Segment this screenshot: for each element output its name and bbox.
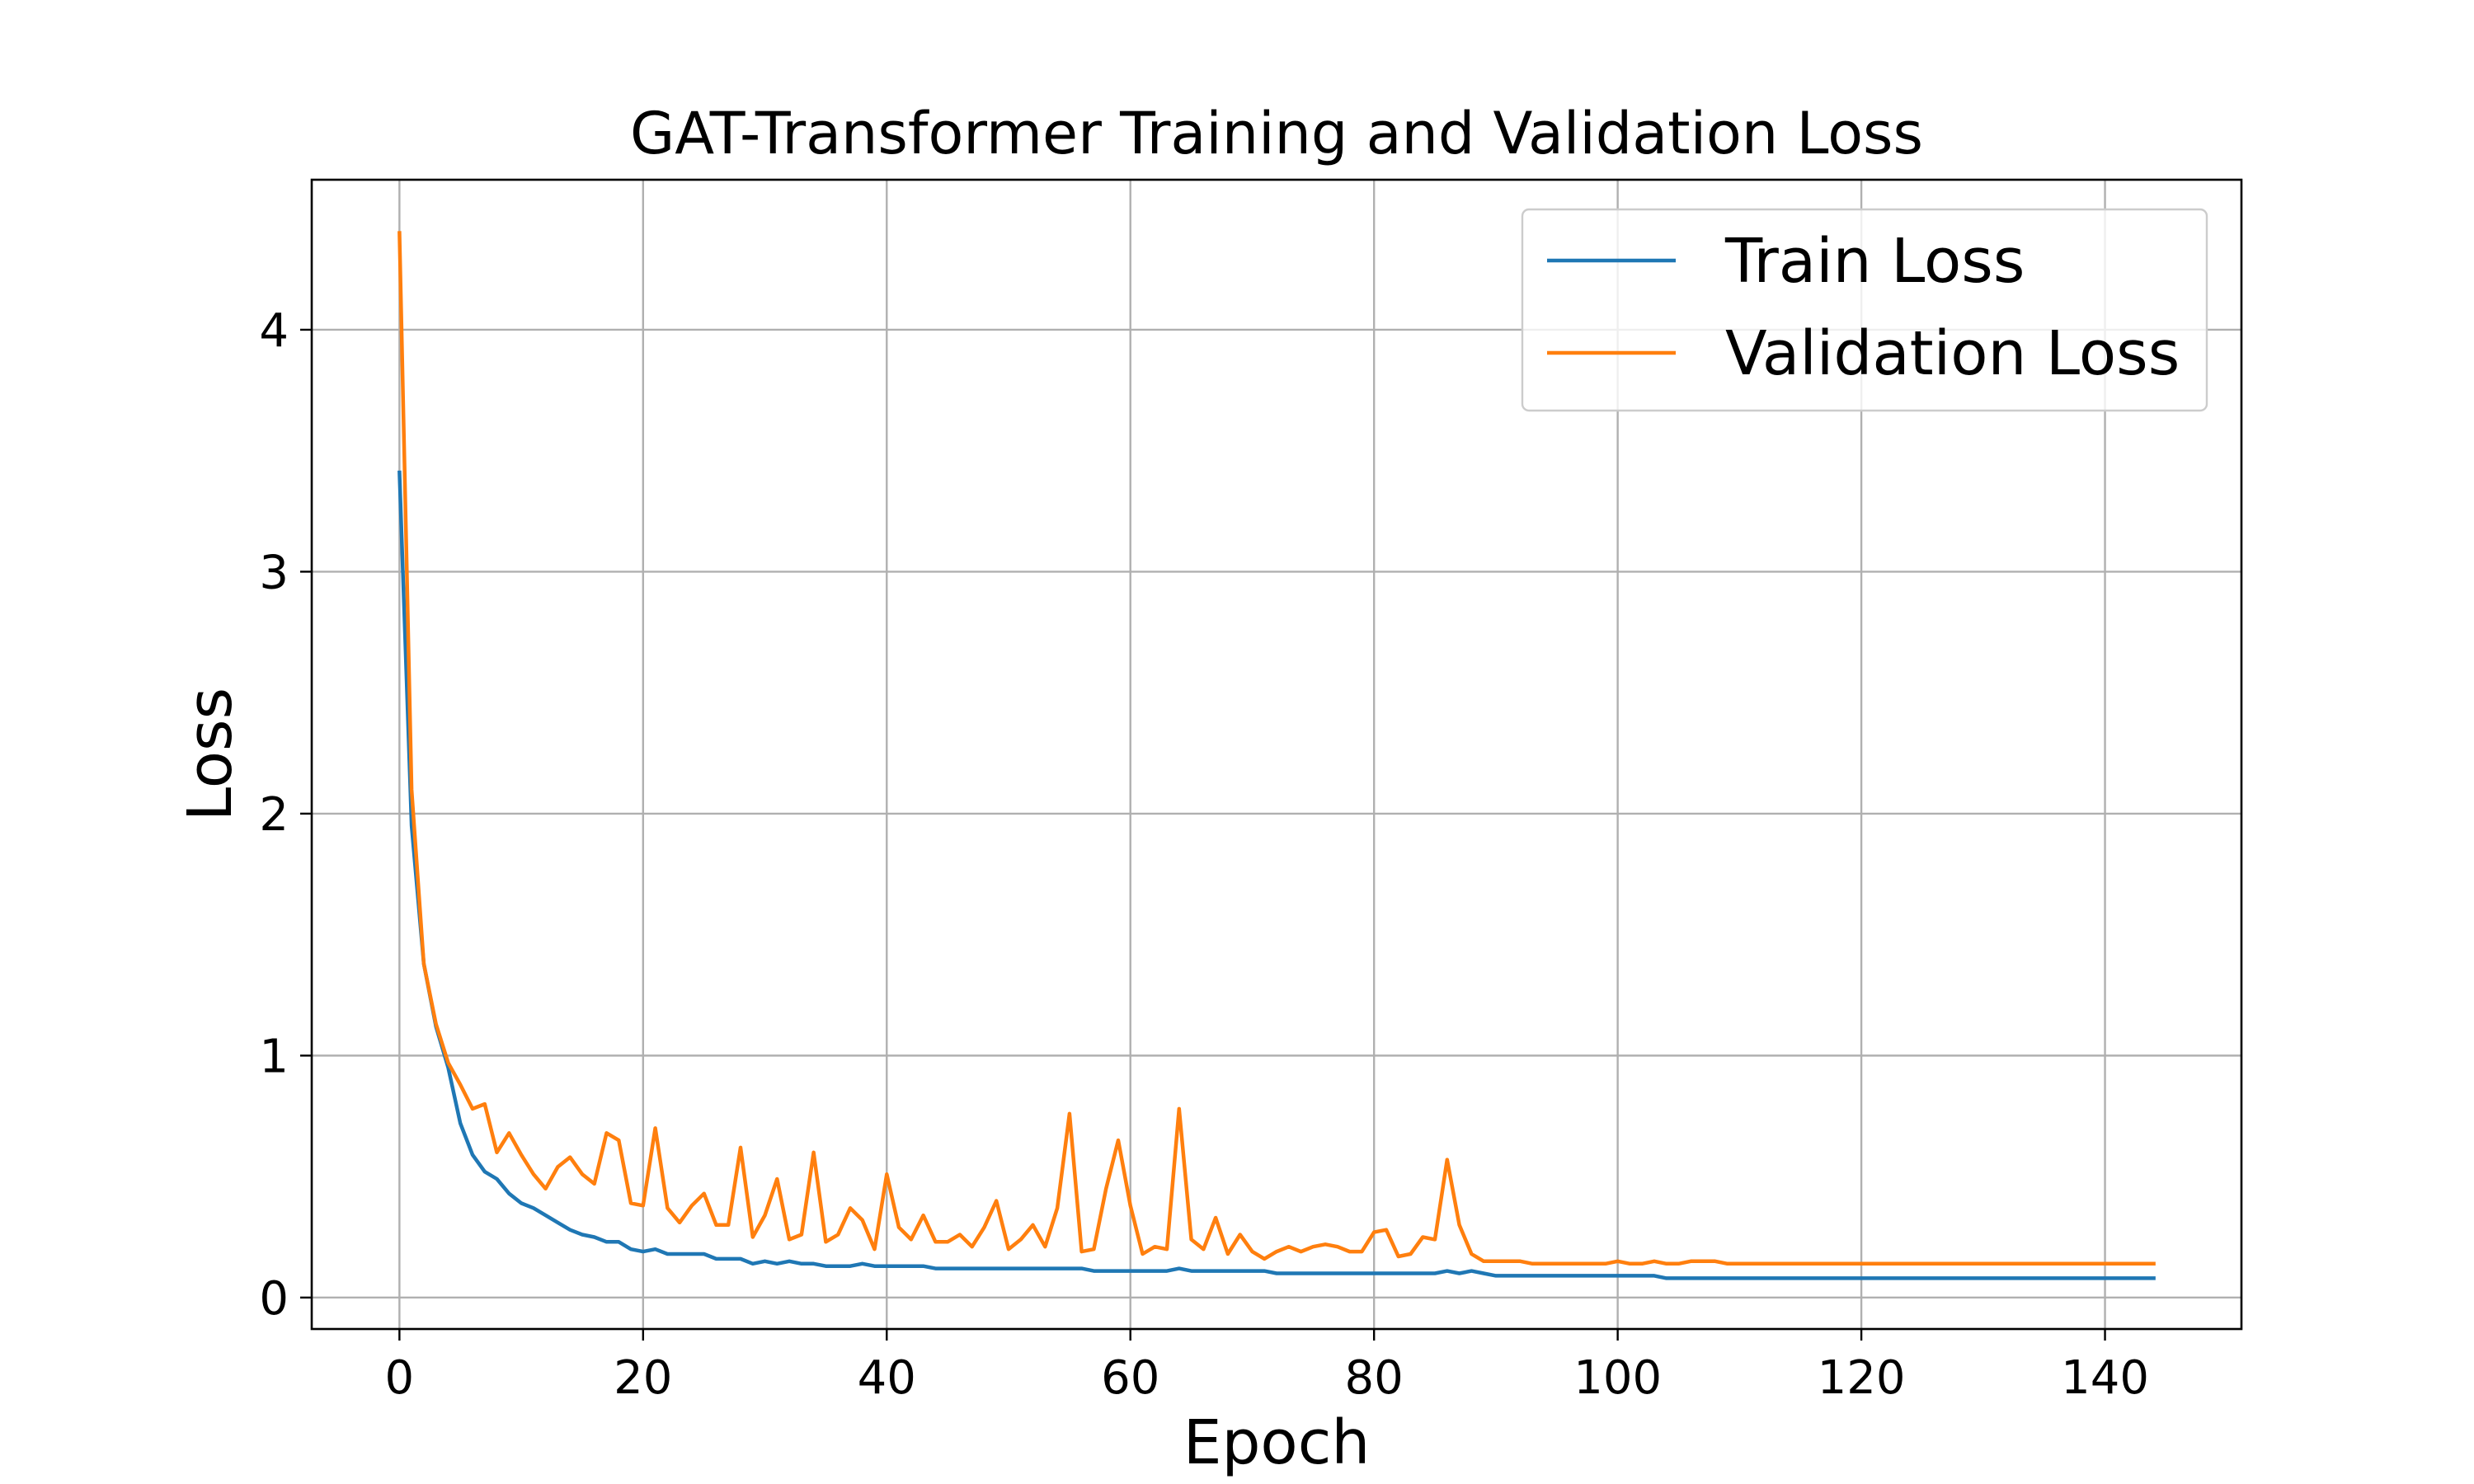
y-axis-label: Loss	[175, 688, 246, 821]
series-lines	[397, 231, 2156, 1280]
legend-label-train-loss: Train Loss	[1724, 226, 2025, 297]
legend: Train Loss Validation Loss	[1521, 208, 2208, 412]
x-tick-label: 20	[614, 1351, 672, 1405]
y-tick-label: 2	[259, 788, 289, 842]
validation-loss-line	[397, 231, 2156, 1266]
x-axis-label: Epoch	[1183, 1407, 1371, 1478]
legend-label-validation-loss: Validation Loss	[1725, 318, 2180, 389]
y-tick-label: 1	[259, 1030, 289, 1083]
y-tick-label: 3	[259, 546, 289, 599]
train-loss-line	[397, 470, 2156, 1280]
y-tick-label: 4	[259, 304, 289, 358]
legend-box	[1521, 208, 2208, 412]
x-tick-label: 140	[2061, 1351, 2149, 1405]
x-tick-label: 0	[385, 1351, 415, 1405]
x-tick-label: 40	[858, 1351, 916, 1405]
x-tick-label: 100	[1573, 1351, 1662, 1405]
y-tick-label: 0	[259, 1272, 289, 1326]
x-tick-label: 80	[1345, 1351, 1404, 1405]
x-tick-label: 60	[1101, 1351, 1159, 1405]
axis-ticks: 0 20 40 60 80 100 120 140 0 1 2 3 4	[259, 304, 2149, 1405]
x-tick-label: 120	[1818, 1351, 1906, 1405]
plot-area-frame	[310, 178, 2243, 1331]
chart-title: GAT-Transformer Training and Validation …	[630, 100, 1923, 167]
